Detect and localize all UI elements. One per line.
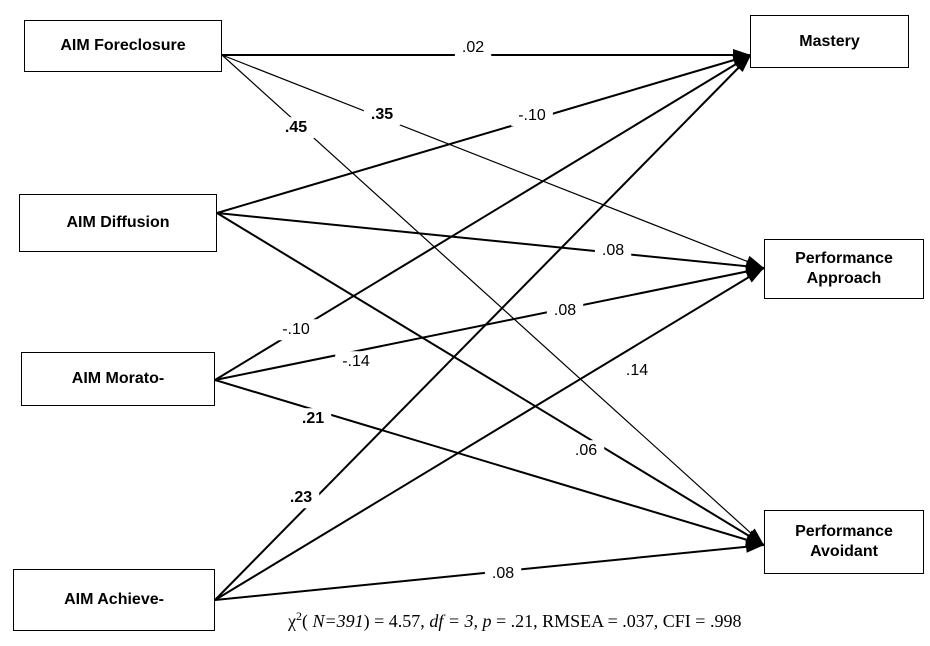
correlation-coefficient-moratorium-achievement-bg (335, 351, 377, 373)
path-line-achievement-to-mastery (214, 54, 752, 601)
path-coefficient-diffusion-to-perf_avoidant-bg (567, 440, 605, 462)
path-coefficient-achievement-to-perf_approach-bg (618, 360, 656, 382)
path-coefficient-achievement-to-mastery: .23 (290, 489, 312, 506)
path-coefficient-diffusion-to-mastery: -.10 (518, 107, 546, 124)
path-line-diffusion-to-mastery (216, 54, 752, 214)
arrow-head-achievement-to-perf_avoidant (745, 540, 764, 553)
path-coefficient-diffusion-to-perf_approach-bg (594, 240, 632, 262)
model-fit-statistics: χ2( N=391) = 4.57, df = 3, p = .21, RMSE… (288, 609, 742, 631)
path-coefficient-foreclosure-to-mastery: .02 (462, 39, 484, 56)
path-coefficient-foreclosure-to-perf_avoidant: .45 (285, 119, 307, 136)
arrow-heads (732, 49, 764, 553)
path-coefficient-foreclosure-to-perf_approach: .35 (371, 106, 393, 123)
path-line-achievement-to-perf_approach (214, 267, 765, 601)
path-line-foreclosure-to-perf_approach (221, 54, 765, 269)
path-line-diffusion-to-perf_approach (216, 212, 765, 269)
arrow-head-achievement-to-perf_approach (745, 268, 764, 283)
path-line-moratorium-to-perf_approach (214, 267, 765, 381)
path-coefficient-diffusion-to-mastery-bg (511, 105, 553, 127)
node-performance-avoidant: Performance Avoidant (764, 510, 924, 574)
path-coefficient-moratorium-to-perf_approach-bg (546, 300, 584, 322)
path-coefficient-achievement-to-perf_avoidant-bg (484, 563, 522, 585)
path-coefficient-foreclosure-to-mastery-bg (454, 37, 492, 59)
path-line-moratorium-to-perf_avoidant (214, 379, 765, 546)
path-coefficient-achievement-to-mastery-bg (282, 487, 320, 509)
node-aim-achievement: AIM Achieve- (13, 569, 215, 631)
arrow-head-achievement-to-mastery (734, 55, 751, 73)
path-coefficient-diffusion-to-perf_approach: .08 (602, 242, 624, 259)
node-performance-approach: Performance Approach (764, 239, 924, 299)
node-aim-moratorium: AIM Morato- (21, 352, 215, 406)
path-line-diffusion-to-perf_avoidant (216, 212, 765, 546)
path-coefficient-moratorium-to-perf_avoidant-bg (294, 408, 332, 430)
path-coefficient-moratorium-to-perf_avoidant: .21 (302, 410, 324, 427)
path-coefficient-foreclosure-to-perf_approach-bg (363, 104, 401, 126)
node-aim-diffusion: AIM Diffusion (19, 194, 217, 252)
path-coefficient-diffusion-to-perf_avoidant: .06 (575, 442, 597, 459)
path-coefficient-achievement-to-perf_avoidant: .08 (492, 565, 514, 582)
correlation-coefficient-moratorium-achievement: -.14 (342, 353, 370, 370)
path-coefficient-achievement-to-perf_approach: .14 (626, 362, 648, 379)
path-coefficient-moratorium-to-mastery-bg (275, 319, 317, 341)
node-aim-foreclosure: AIM Foreclosure (24, 20, 222, 72)
path-coefficient-foreclosure-to-perf_avoidant-bg (277, 117, 315, 139)
path-coefficient-moratorium-to-mastery: -.10 (282, 321, 310, 338)
node-mastery: Mastery (750, 15, 909, 68)
path-coefficient-moratorium-to-perf_approach: .08 (554, 302, 576, 319)
